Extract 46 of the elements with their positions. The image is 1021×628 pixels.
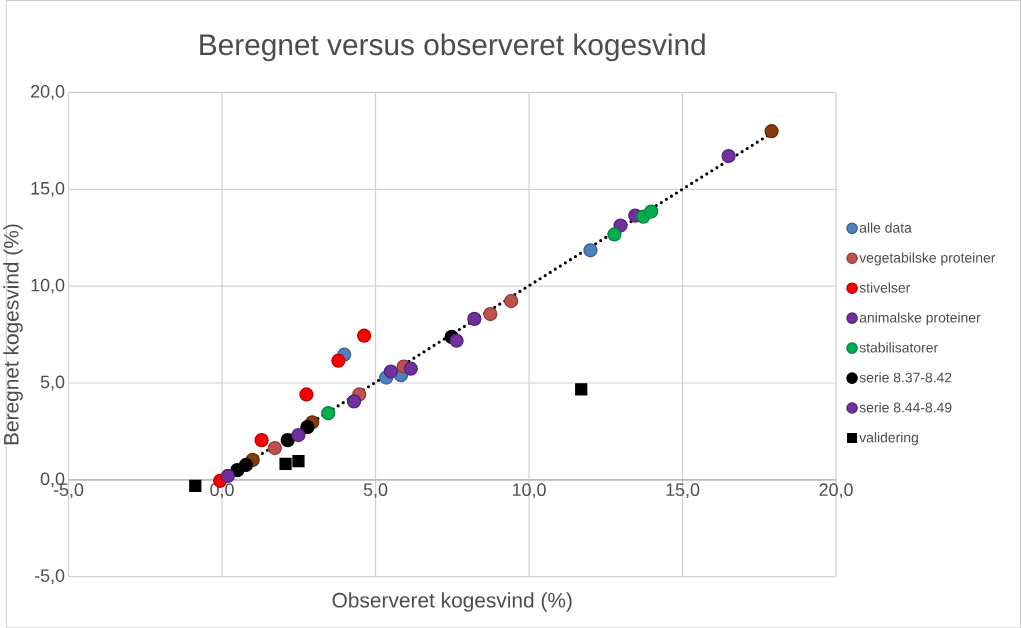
y-tick-label: -5,0 [34, 569, 65, 584]
point [383, 364, 398, 379]
x-axis-title: Observeret kogesvind (%) [332, 592, 572, 612]
point [504, 293, 519, 308]
point [607, 227, 622, 242]
y-tick-label: 10,0 [31, 278, 65, 294]
x-tick-label: 10,0 [512, 483, 546, 498]
point [449, 333, 464, 348]
point [292, 454, 305, 467]
chart-title: Beregnet versus observeret kogesvind [200, 33, 705, 62]
point [280, 432, 295, 448]
point [357, 328, 372, 343]
x-tick-label: 20,0 [819, 483, 853, 498]
point [483, 306, 498, 321]
point [254, 432, 269, 448]
point [721, 148, 736, 163]
point [220, 468, 235, 483]
point [346, 394, 362, 409]
point [321, 405, 336, 421]
legend-label: animalske proteiner [859, 312, 981, 326]
point [583, 243, 598, 258]
legend-label: alle data [859, 222, 912, 233]
legend-label: serie 8.37-8.42 [859, 372, 952, 383]
point [644, 204, 659, 219]
x-tick-label: 5,0 [363, 483, 388, 498]
x-tick-label: 15,0 [666, 483, 700, 498]
legend-label: validering [859, 431, 918, 445]
y-tick-label: 5,0 [40, 375, 65, 391]
point [299, 387, 314, 402]
legend-label: stabilisatorer [859, 342, 938, 353]
point [291, 427, 306, 443]
point [467, 311, 482, 326]
point [403, 361, 418, 376]
point [300, 419, 315, 435]
legend-label: stivelser [859, 282, 911, 293]
legend-label: serie 8.44-8.49 [859, 402, 952, 413]
y-axis-title: Beregnet kogesvind (%) [3, 224, 23, 445]
point [331, 353, 346, 368]
y-tick-label: 20,0 [31, 84, 65, 100]
legend-label: vegetabilske proteiner [859, 252, 996, 266]
point [764, 123, 779, 139]
point [189, 479, 202, 492]
y-tick-label: 15,0 [31, 181, 65, 197]
point [267, 440, 282, 455]
point [575, 383, 588, 396]
point [279, 457, 292, 470]
